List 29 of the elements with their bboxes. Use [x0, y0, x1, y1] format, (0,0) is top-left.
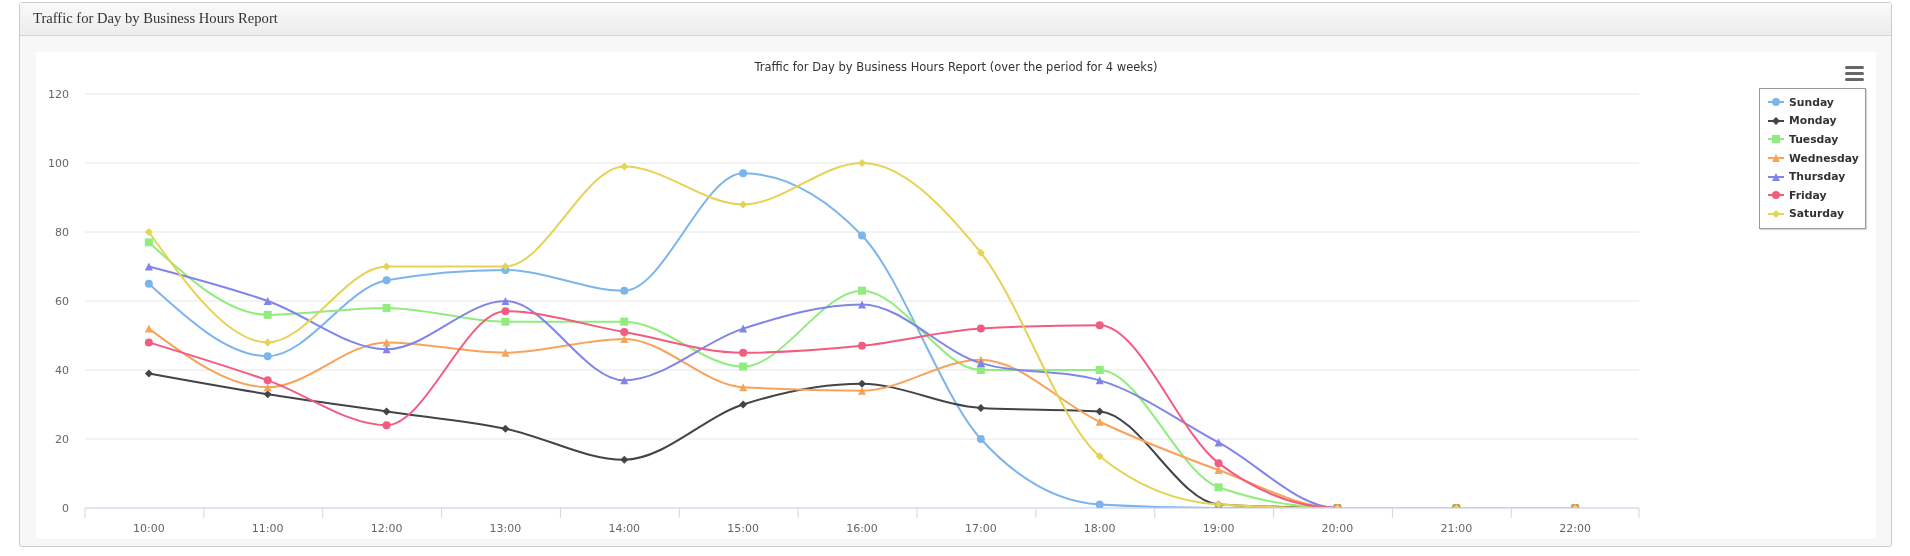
x-tick-label: 14:00 [608, 521, 641, 535]
x-tick-label: 18:00 [1083, 521, 1116, 535]
x-tick-label: 22:00 [1559, 521, 1592, 535]
y-tick-label: 40 [55, 363, 69, 377]
x-tick-label: 20:00 [1321, 521, 1354, 535]
y-tick-label: 80 [55, 225, 69, 239]
x-tick-label: 16:00 [846, 521, 878, 535]
y-tick-label: 120 [48, 87, 69, 101]
y-tick-label: 0 [62, 501, 69, 515]
legend-label: Monday [1789, 114, 1837, 128]
x-tick-label: 21:00 [1440, 521, 1473, 535]
x-tick-label: 10:00 [132, 521, 165, 535]
y-tick-label: 60 [55, 294, 69, 308]
x-tick-label: 12:00 [370, 521, 403, 535]
x-tick-label: 11:00 [251, 521, 284, 535]
x-tick-label: 13:00 [489, 521, 522, 535]
y-tick-label: 20 [55, 432, 69, 446]
chart-subtitle: Traffic for Day by Business Hours Report (over the period for 4 weeks) [753, 59, 1159, 75]
chart-title: Traffic for Day by Business Hours Report [33, 9, 278, 28]
legend-label: Thursday [1789, 170, 1846, 184]
x-tick-label: 17:00 [965, 521, 997, 535]
x-tick-label: 19:00 [1202, 521, 1235, 535]
x-tick-label: 15:00 [727, 521, 759, 535]
legend-label: Tuesday [1789, 132, 1839, 146]
legend-label: Wednesday [1789, 151, 1859, 165]
legend-label: Saturday [1789, 207, 1844, 221]
legend-label: Sunday [1789, 95, 1834, 109]
legend-label: Friday [1789, 188, 1827, 202]
y-tick-label: 100 [48, 156, 69, 170]
